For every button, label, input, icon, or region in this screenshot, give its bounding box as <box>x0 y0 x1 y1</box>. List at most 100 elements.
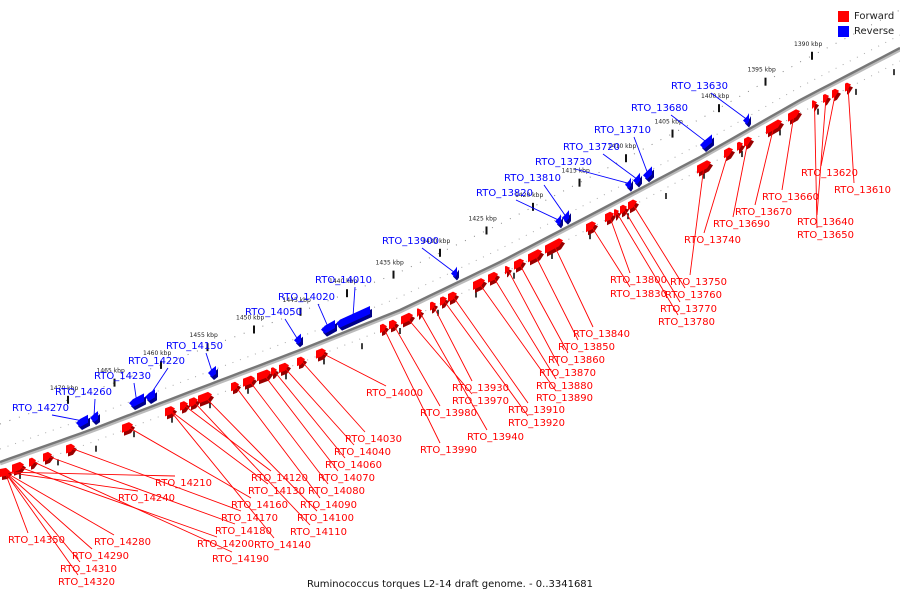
reverse-gene-label[interactable]: RTO_13680 <box>631 103 688 114</box>
forward-gene-label[interactable]: RTO_14070 <box>318 473 375 484</box>
reverse-gene-label[interactable]: RTO_13820 <box>476 188 533 199</box>
forward-gene[interactable] <box>724 147 735 162</box>
forward-gene-label[interactable]: RTO_13650 <box>797 230 854 241</box>
forward-gene-label[interactable]: RTO_13860 <box>548 355 605 366</box>
forward-gene-label[interactable]: RTO_13740 <box>684 235 741 246</box>
forward-gene[interactable] <box>180 401 190 414</box>
forward-gene[interactable] <box>257 369 273 385</box>
forward-gene-label[interactable]: RTO_14190 <box>212 554 269 565</box>
forward-gene[interactable] <box>586 221 598 236</box>
forward-gene-label[interactable]: RTO_13660 <box>762 192 819 203</box>
forward-gene-label[interactable]: RTO_14000 <box>366 388 423 399</box>
forward-gene-label[interactable]: RTO_14170 <box>221 513 278 524</box>
forward-gene-label[interactable]: RTO_14080 <box>308 486 365 497</box>
forward-gene-label[interactable]: RTO_13750 <box>670 277 727 288</box>
forward-gene-label[interactable]: RTO_14090 <box>300 500 357 511</box>
reverse-gene[interactable] <box>451 266 459 281</box>
reverse-gene-label[interactable]: RTO_13630 <box>671 81 728 92</box>
forward-gene-label[interactable]: RTO_14290 <box>72 551 129 562</box>
forward-gene[interactable] <box>279 362 291 376</box>
forward-gene[interactable] <box>832 88 841 102</box>
forward-gene[interactable] <box>628 199 639 214</box>
reverse-gene-label[interactable]: RTO_13900 <box>382 236 439 247</box>
forward-gene[interactable] <box>231 381 241 395</box>
forward-gene-label[interactable]: RTO_14320 <box>58 577 115 588</box>
reverse-gene[interactable] <box>129 393 146 411</box>
reverse-gene-label[interactable]: RTO_13710 <box>594 125 651 136</box>
forward-gene-label[interactable]: RTO_14280 <box>94 537 151 548</box>
forward-gene-label[interactable]: RTO_13930 <box>452 383 509 394</box>
forward-gene-label[interactable]: RTO_13940 <box>467 432 524 443</box>
reverse-gene-label[interactable]: RTO_13810 <box>504 173 561 184</box>
reverse-gene[interactable] <box>321 320 337 337</box>
reverse-gene-label[interactable]: RTO_14260 <box>55 387 112 398</box>
forward-gene[interactable] <box>198 391 214 407</box>
forward-gene-label[interactable]: RTO_13980 <box>420 408 477 419</box>
forward-gene[interactable] <box>122 422 135 436</box>
forward-gene[interactable] <box>845 82 853 95</box>
forward-gene[interactable] <box>440 296 449 309</box>
forward-gene[interactable] <box>473 278 487 293</box>
forward-gene-label[interactable]: RTO_13830 <box>610 289 667 300</box>
forward-gene-label[interactable]: RTO_14130 <box>248 486 305 497</box>
forward-gene[interactable] <box>165 406 177 420</box>
reverse-gene-label[interactable]: RTO_14270 <box>12 403 69 414</box>
forward-gene-label[interactable]: RTO_13920 <box>508 418 565 429</box>
forward-gene-label[interactable]: RTO_13780 <box>658 317 715 328</box>
forward-gene[interactable] <box>744 136 754 150</box>
reverse-gene-label[interactable]: RTO_13730 <box>535 157 592 168</box>
reverse-gene[interactable] <box>643 166 654 183</box>
forward-gene[interactable] <box>766 119 784 138</box>
reverse-gene[interactable] <box>90 411 100 425</box>
reverse-gene-label[interactable]: RTO_14230 <box>94 371 151 382</box>
reverse-gene-label[interactable]: RTO_13720 <box>563 142 620 153</box>
forward-gene[interactable] <box>12 461 26 476</box>
forward-gene-label[interactable]: RTO_14120 <box>251 473 308 484</box>
forward-gene-label[interactable]: RTO_13970 <box>452 396 509 407</box>
forward-gene[interactable] <box>488 271 500 286</box>
forward-gene-label[interactable]: RTO_14140 <box>254 540 311 551</box>
forward-gene-label[interactable]: RTO_14030 <box>345 434 402 445</box>
reverse-gene-label[interactable]: RTO_14050 <box>245 307 302 318</box>
forward-gene[interactable] <box>448 291 459 305</box>
forward-gene-label[interactable]: RTO_13610 <box>834 185 891 196</box>
reverse-gene[interactable] <box>208 365 218 380</box>
forward-gene-label[interactable]: RTO_14160 <box>231 500 288 511</box>
forward-gene[interactable] <box>243 375 257 390</box>
reverse-gene-label[interactable]: RTO_14150 <box>166 341 223 352</box>
reverse-gene[interactable] <box>625 177 633 192</box>
reverse-gene[interactable] <box>633 172 642 188</box>
forward-gene-label[interactable]: RTO_14060 <box>325 460 382 471</box>
forward-gene-label[interactable]: RTO_13800 <box>610 275 667 286</box>
forward-gene[interactable] <box>737 141 745 154</box>
reverse-gene-label[interactable]: RTO_14220 <box>128 356 185 367</box>
forward-gene[interactable] <box>189 397 200 411</box>
forward-gene-label[interactable]: RTO_14210 <box>155 478 212 489</box>
forward-gene-label[interactable]: RTO_13770 <box>660 304 717 315</box>
forward-gene[interactable] <box>401 312 415 328</box>
forward-gene-label[interactable]: RTO_13870 <box>539 368 596 379</box>
forward-gene-label[interactable]: RTO_14310 <box>60 564 117 575</box>
forward-gene[interactable] <box>271 367 279 379</box>
forward-gene[interactable] <box>823 94 831 106</box>
forward-gene-label[interactable]: RTO_14350 <box>8 535 65 546</box>
reverse-gene[interactable] <box>555 214 563 229</box>
forward-gene-label[interactable]: RTO_14100 <box>297 513 354 524</box>
reverse-gene[interactable] <box>76 414 90 430</box>
forward-gene-label[interactable]: RTO_13990 <box>420 445 477 456</box>
reverse-gene[interactable] <box>145 389 157 404</box>
reverse-gene[interactable] <box>562 210 571 225</box>
forward-gene-label[interactable]: RTO_14200 <box>197 539 254 550</box>
forward-gene[interactable] <box>697 160 713 177</box>
forward-gene-label[interactable]: RTO_13880 <box>536 381 593 392</box>
forward-gene[interactable] <box>297 356 307 370</box>
forward-gene[interactable] <box>788 109 802 125</box>
forward-gene-label[interactable]: RTO_13910 <box>508 405 565 416</box>
forward-gene-label[interactable]: RTO_13620 <box>801 168 858 179</box>
forward-gene-label[interactable]: RTO_13840 <box>573 329 630 340</box>
reverse-gene-label[interactable]: RTO_14010 <box>315 275 372 286</box>
forward-gene[interactable] <box>316 348 328 362</box>
forward-gene-label[interactable]: RTO_13640 <box>797 217 854 228</box>
forward-gene-label[interactable]: RTO_13690 <box>713 219 770 230</box>
forward-gene-label[interactable]: RTO_14180 <box>215 526 272 537</box>
